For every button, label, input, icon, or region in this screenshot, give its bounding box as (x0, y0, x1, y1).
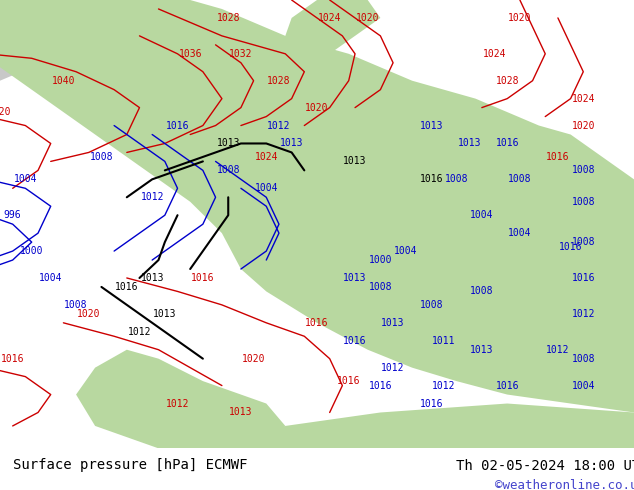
Text: 1036: 1036 (178, 49, 202, 59)
Text: 1008: 1008 (89, 152, 113, 162)
Text: 1008: 1008 (368, 282, 392, 292)
Text: 1016: 1016 (571, 273, 595, 283)
Text: 1013: 1013 (280, 139, 304, 148)
Text: 1000: 1000 (20, 246, 44, 256)
Text: 1020: 1020 (356, 13, 380, 23)
Text: 1016: 1016 (546, 152, 570, 162)
Text: 1013: 1013 (343, 156, 367, 167)
Text: 1024: 1024 (254, 152, 278, 162)
Text: 1004: 1004 (39, 273, 63, 283)
Text: 1008: 1008 (571, 197, 595, 207)
Text: 1012: 1012 (571, 309, 595, 319)
Text: 1020: 1020 (0, 107, 12, 117)
Text: 1013: 1013 (381, 318, 405, 328)
Text: 1024: 1024 (571, 94, 595, 104)
Text: 1016: 1016 (419, 398, 443, 409)
Text: 1016: 1016 (368, 381, 392, 391)
Text: 1008: 1008 (64, 300, 88, 310)
Text: 1016: 1016 (165, 121, 190, 130)
Text: 1020: 1020 (242, 354, 266, 364)
Text: 996: 996 (4, 210, 22, 220)
Text: 1016: 1016 (191, 273, 215, 283)
Text: 1008: 1008 (571, 237, 595, 247)
Text: 1016: 1016 (305, 318, 329, 328)
Text: 1004: 1004 (470, 210, 494, 220)
Text: 1004: 1004 (394, 246, 418, 256)
Text: 1012: 1012 (381, 363, 405, 373)
Text: Surface pressure [hPa] ECMWF: Surface pressure [hPa] ECMWF (13, 458, 247, 472)
Text: 1013: 1013 (153, 309, 177, 319)
Text: 1000: 1000 (368, 255, 392, 265)
Text: 1008: 1008 (419, 300, 443, 310)
Text: 1016: 1016 (1, 354, 25, 364)
Text: 1016: 1016 (559, 242, 583, 251)
Text: 1012: 1012 (127, 327, 152, 337)
Text: 1016: 1016 (343, 336, 367, 346)
Text: 1004: 1004 (254, 183, 278, 194)
Text: 1008: 1008 (216, 165, 240, 175)
Text: 1012: 1012 (267, 121, 291, 130)
Text: 1008: 1008 (571, 165, 595, 175)
Text: Th 02-05-2024 18:00 UTC (06+36): Th 02-05-2024 18:00 UTC (06+36) (456, 458, 634, 472)
Text: 1013: 1013 (470, 344, 494, 355)
Text: 1008: 1008 (508, 174, 532, 184)
Text: 1028: 1028 (216, 13, 240, 23)
Text: 1016: 1016 (115, 282, 139, 292)
Text: 1016: 1016 (337, 376, 361, 386)
Text: 1004: 1004 (571, 381, 595, 391)
Text: 1013: 1013 (419, 121, 443, 130)
Text: 1013: 1013 (343, 273, 367, 283)
Text: 1013: 1013 (229, 408, 253, 417)
Text: 1020: 1020 (508, 13, 532, 23)
Text: 1013: 1013 (140, 273, 164, 283)
Text: 1032: 1032 (229, 49, 253, 59)
Text: 1013: 1013 (216, 139, 240, 148)
Text: 1016: 1016 (419, 174, 443, 184)
Text: 1008: 1008 (470, 287, 494, 296)
Text: 1016: 1016 (495, 139, 519, 148)
Text: 1004: 1004 (13, 174, 37, 184)
Text: 1020: 1020 (305, 102, 329, 113)
Text: 1013: 1013 (457, 139, 481, 148)
Text: ©weatheronline.co.uk: ©weatheronline.co.uk (495, 479, 634, 490)
Text: 1012: 1012 (140, 192, 164, 202)
Text: 1004: 1004 (508, 228, 532, 238)
Text: 1008: 1008 (571, 354, 595, 364)
Text: 1016: 1016 (495, 381, 519, 391)
Text: 1020: 1020 (571, 121, 595, 130)
Text: 1012: 1012 (432, 381, 456, 391)
Text: 1024: 1024 (482, 49, 507, 59)
Text: 1028: 1028 (267, 75, 291, 86)
Text: 1008: 1008 (444, 174, 469, 184)
Text: 1024: 1024 (318, 13, 342, 23)
Text: 1012: 1012 (546, 344, 570, 355)
Text: 1012: 1012 (165, 398, 190, 409)
Text: 1028: 1028 (495, 75, 519, 86)
Text: 1040: 1040 (51, 75, 75, 86)
Text: 1020: 1020 (77, 309, 101, 319)
Text: 1011: 1011 (432, 336, 456, 346)
